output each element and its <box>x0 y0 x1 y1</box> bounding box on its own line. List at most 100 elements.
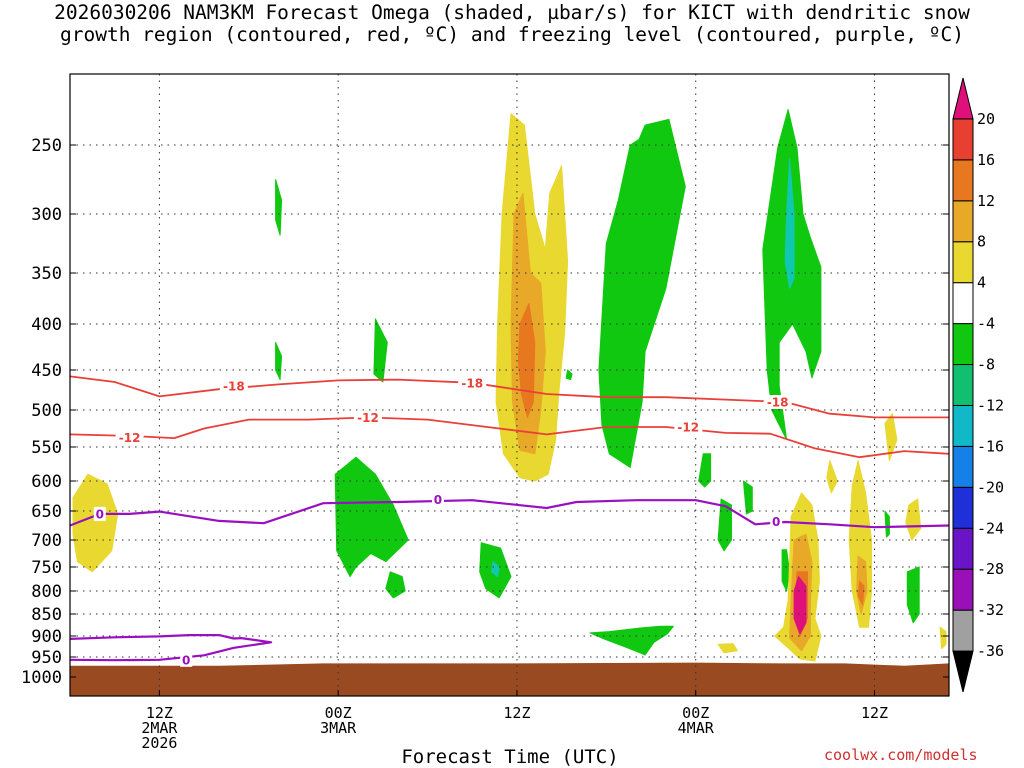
colorbar-label-13: 20 <box>977 110 995 128</box>
colorbar-label-1: -32 <box>977 601 1004 619</box>
omega-region-33 <box>939 626 947 650</box>
colorbar-label-2: -28 <box>977 560 1004 578</box>
x-tick-label-42-1: 4MAR <box>678 719 715 737</box>
omega-region-28 <box>857 580 865 606</box>
y-tick-label-950: 950 <box>31 648 62 668</box>
chart-title: 2026030206 NAM3KM Forecast Omega (shaded… <box>0 2 1024 46</box>
contour-label-bg-0-2 <box>770 514 783 529</box>
ground-surface <box>70 662 949 696</box>
colorbar-label-12: 16 <box>977 151 995 169</box>
omega-region-24 <box>793 576 807 635</box>
contour-label-bg--18-0 <box>219 379 248 393</box>
omega-region-10 <box>517 303 536 418</box>
colorbar-seg-4 <box>952 486 974 529</box>
y-tick-label-650: 650 <box>31 502 62 522</box>
y-tick-label-900: 900 <box>31 627 62 647</box>
omega-region-0 <box>72 473 119 573</box>
colorbar-seg-5 <box>952 445 974 488</box>
omega-region-15 <box>717 498 732 552</box>
y-axis: 2503003504004505005506006507007508008509… <box>21 136 949 688</box>
colorbar-seg-8 <box>952 323 974 366</box>
colorbar-seg-10 <box>952 241 974 284</box>
x-tick-label-6-0: 12Z <box>146 704 173 722</box>
colorbar: -36 -32 -28 -24 -20 -16 -12 -8 -4 4 8 12 16 20 <box>952 77 1004 693</box>
y-tick-label-800: 800 <box>31 582 62 602</box>
x-tick-label-6-1: 2MAR <box>141 719 178 737</box>
omega-region-4 <box>334 456 409 578</box>
contour-label-0-0: 0 <box>96 507 104 521</box>
contour-label-0-2: 0 <box>772 515 780 529</box>
y-tick-label-700: 700 <box>31 531 62 551</box>
x-axis-title: Forecast Time (UTC) <box>401 746 619 768</box>
colorbar-seg-1 <box>952 609 974 652</box>
colorbar-seg-7 <box>952 364 974 406</box>
colorbar-label-7: -8 <box>977 356 995 374</box>
omega-shaded-regions <box>72 109 947 662</box>
colorbar-label-9: 4 <box>977 274 986 292</box>
omega-region-3 <box>373 318 388 383</box>
colorbar-seg-9 <box>952 282 974 325</box>
colorbar-label-11: 12 <box>977 192 995 210</box>
contour-label--12-2: -12 <box>677 421 699 435</box>
contour-label-0-lower-0: 0 <box>182 653 190 667</box>
colorbar-seg-low <box>952 650 974 693</box>
colorbar-label-10: 8 <box>977 233 986 251</box>
colorbar-seg-3 <box>952 527 974 570</box>
contour-label--12-0: -12 <box>119 431 141 445</box>
contour-label-bg--18-2 <box>763 395 792 409</box>
contour-label-0-1: 0 <box>434 493 442 507</box>
contour-label-bg-0-0 <box>93 506 106 521</box>
omega-region-7 <box>491 561 500 578</box>
omega-region-5 <box>385 571 406 599</box>
colorbar-seg-11 <box>952 200 974 243</box>
colorbar-label-0: -36 <box>977 642 1004 660</box>
contour-0 <box>70 499 949 529</box>
omega-region-12 <box>598 118 686 468</box>
omega-region-1 <box>275 179 283 236</box>
omega-region-25 <box>826 460 838 494</box>
omega-region-29 <box>884 510 890 538</box>
x-tick-label-54-0: 12Z <box>861 704 888 722</box>
y-tick-label-550: 550 <box>31 438 62 458</box>
y-tick-label-750: 750 <box>31 558 62 578</box>
omega-region-17 <box>742 480 753 515</box>
ground-fill <box>70 662 949 696</box>
y-tick-label-300: 300 <box>31 205 62 225</box>
omega-region-2 <box>275 341 283 381</box>
contour-label-bg-0-1 <box>431 492 444 507</box>
title-line-1: 2026030206 NAM3KM Forecast Omega (shaded… <box>54 1 970 24</box>
x-tick-label-42-0: 00Z <box>682 704 709 722</box>
plot-frame <box>69 73 950 697</box>
y-tick-label-850: 850 <box>31 605 62 625</box>
colorbar-label-3: -24 <box>977 519 1004 537</box>
contour-0-lower <box>70 633 273 662</box>
x-tick-label-18-1: 3MAR <box>320 719 357 737</box>
x-tick-label-18-0: 00Z <box>325 704 352 722</box>
y-tick-label-450: 450 <box>31 361 62 381</box>
contour-label--18-1: -18 <box>461 376 483 390</box>
x-tick-label-30-0: 12Z <box>503 704 530 722</box>
credit-link[interactable]: coolwx.com/models <box>824 746 978 764</box>
omega-region-11 <box>565 369 573 381</box>
omega-region-31 <box>905 498 922 541</box>
omega-region-16 <box>717 643 738 654</box>
colorbar-seg-6 <box>952 404 974 447</box>
contour-label-bg-0-lower-0 <box>180 652 193 667</box>
contour-lines: -18 -18 -18 -12 -12 -12 0 0 0 0 <box>70 375 949 667</box>
omega-region-32 <box>906 566 920 624</box>
y-tick-label-600: 600 <box>31 472 62 492</box>
contour--12 <box>70 416 949 459</box>
contour--18 <box>70 375 949 419</box>
omega-region-13 <box>589 625 674 656</box>
colorbar-seg-13 <box>952 118 974 161</box>
colorbar-label-4: -20 <box>977 478 1004 496</box>
contour-label-bg--12-2 <box>674 420 703 435</box>
colorbar-seg-12 <box>952 159 974 202</box>
colorbar-label-5: -16 <box>977 437 1004 455</box>
y-tick-label-500: 500 <box>31 401 62 421</box>
contour-label--18-0: -18 <box>223 380 245 394</box>
contour-label-bg--18-1 <box>458 375 487 390</box>
y-tick-label-350: 350 <box>31 264 62 284</box>
